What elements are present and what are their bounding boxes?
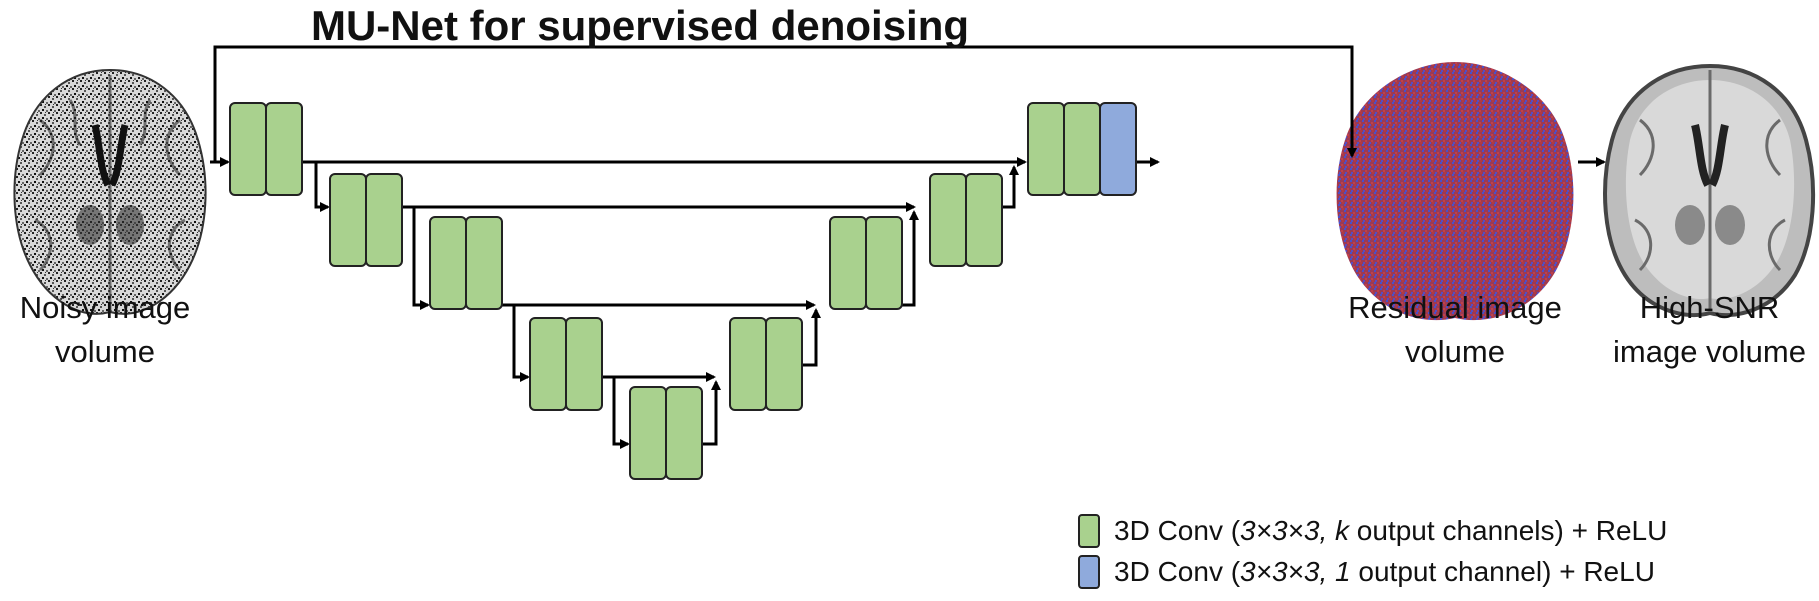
residual-caption: Residual image volume [1340,286,1570,374]
legend-item-relu-conv: 3D Conv (3×3×3, k output channels) + ReL… [1078,514,1667,548]
downsample-arrow [602,375,630,449]
input-caption-line1: Noisy image [19,290,191,325]
legend-swatch-green [1078,514,1100,548]
encoder-conv-block [565,317,603,411]
global-residual-skip [213,45,1357,162]
output-caption: High-SNR image volume [1600,286,1819,374]
input-caption: Noisy image volume [0,286,210,374]
decoder-conv-block [729,317,767,411]
downsample-arrow [302,160,330,212]
residual-caption-line2: volume [1405,334,1505,369]
decoder-conv-block [965,173,1003,267]
decoder-conv-block [765,317,803,411]
encoder-conv-block [265,102,303,196]
legend-item-final-conv: 3D Conv (3×3×3, 1 output channel) + ReLU [1078,555,1655,589]
upsample-arrow [702,380,721,446]
conv-blocks [229,102,1137,480]
encoder-conv-block [229,102,267,196]
noisy-brain-image [13,68,207,315]
decoder-conv-block [829,216,867,310]
diagram-title: MU-Net for supervised denoising [310,2,970,49]
encoder-conv-block [429,216,467,310]
residual-brain-image [1336,62,1574,321]
final-conv-block [1099,102,1137,196]
decoder-conv-block [865,216,903,310]
encoder-conv-block [329,173,367,267]
encoder-conv-block [529,317,567,411]
encoder-conv-block [365,173,403,267]
input-caption-line2: volume [55,334,155,369]
legend-label-final-conv: 3D Conv (3×3×3, 1 output channel) + ReLU [1114,556,1655,587]
legend-label-relu-conv: 3D Conv (3×3×3, k output channels) + ReL… [1114,515,1668,546]
upsample-arrow [902,210,919,307]
output-caption-line2: image volume [1613,334,1806,369]
downsample-arrow [402,205,430,310]
clean-brain-image [1603,63,1816,318]
encoder-conv-block [629,386,667,480]
output-caption-line1: High-SNR [1639,290,1780,325]
connections [210,45,1606,449]
decoder-conv-block [929,173,967,267]
upsample-arrow [1002,165,1019,209]
legend-swatch-blue [1078,555,1100,589]
residual-caption-line1: Residual image [1348,290,1562,325]
output-conv-block [1027,102,1065,196]
output-conv-block [1063,102,1101,196]
encoder-conv-block [465,216,503,310]
downsample-arrow [502,303,530,382]
encoder-conv-block [665,386,703,480]
upsample-arrow [802,308,821,367]
